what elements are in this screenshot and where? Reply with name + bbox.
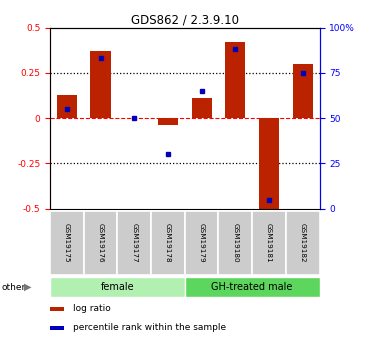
Text: GSM19180: GSM19180: [232, 224, 238, 263]
Bar: [50, 307, 64, 311]
Text: GSM19177: GSM19177: [131, 224, 137, 263]
Text: GSM19182: GSM19182: [300, 224, 306, 263]
Bar: [225, 42, 246, 118]
Title: GDS862 / 2.3.9.10: GDS862 / 2.3.9.10: [131, 13, 239, 27]
Text: other: other: [2, 283, 26, 292]
Text: percentile rank within the sample: percentile rank within the sample: [73, 323, 226, 332]
Text: log ratio: log ratio: [73, 304, 111, 314]
Text: GSM19175: GSM19175: [64, 224, 70, 263]
Text: ▶: ▶: [24, 282, 32, 292]
Bar: [158, 118, 178, 125]
Text: GSM19176: GSM19176: [97, 224, 104, 263]
Bar: [293, 64, 313, 118]
Text: GSM19181: GSM19181: [266, 224, 272, 263]
Text: GSM19178: GSM19178: [165, 224, 171, 263]
Bar: [50, 326, 64, 330]
Text: female: female: [100, 282, 134, 292]
FancyBboxPatch shape: [50, 277, 185, 297]
Bar: [259, 118, 279, 209]
FancyBboxPatch shape: [219, 211, 252, 275]
FancyBboxPatch shape: [286, 211, 320, 275]
FancyBboxPatch shape: [185, 277, 320, 297]
Bar: [57, 95, 77, 118]
Text: GSM19179: GSM19179: [199, 224, 205, 263]
FancyBboxPatch shape: [151, 211, 185, 275]
Text: GH-treated male: GH-treated male: [211, 282, 293, 292]
Bar: [90, 51, 111, 118]
FancyBboxPatch shape: [84, 211, 117, 275]
Bar: [192, 98, 212, 118]
FancyBboxPatch shape: [185, 211, 219, 275]
FancyBboxPatch shape: [50, 211, 84, 275]
FancyBboxPatch shape: [117, 211, 151, 275]
FancyBboxPatch shape: [252, 211, 286, 275]
